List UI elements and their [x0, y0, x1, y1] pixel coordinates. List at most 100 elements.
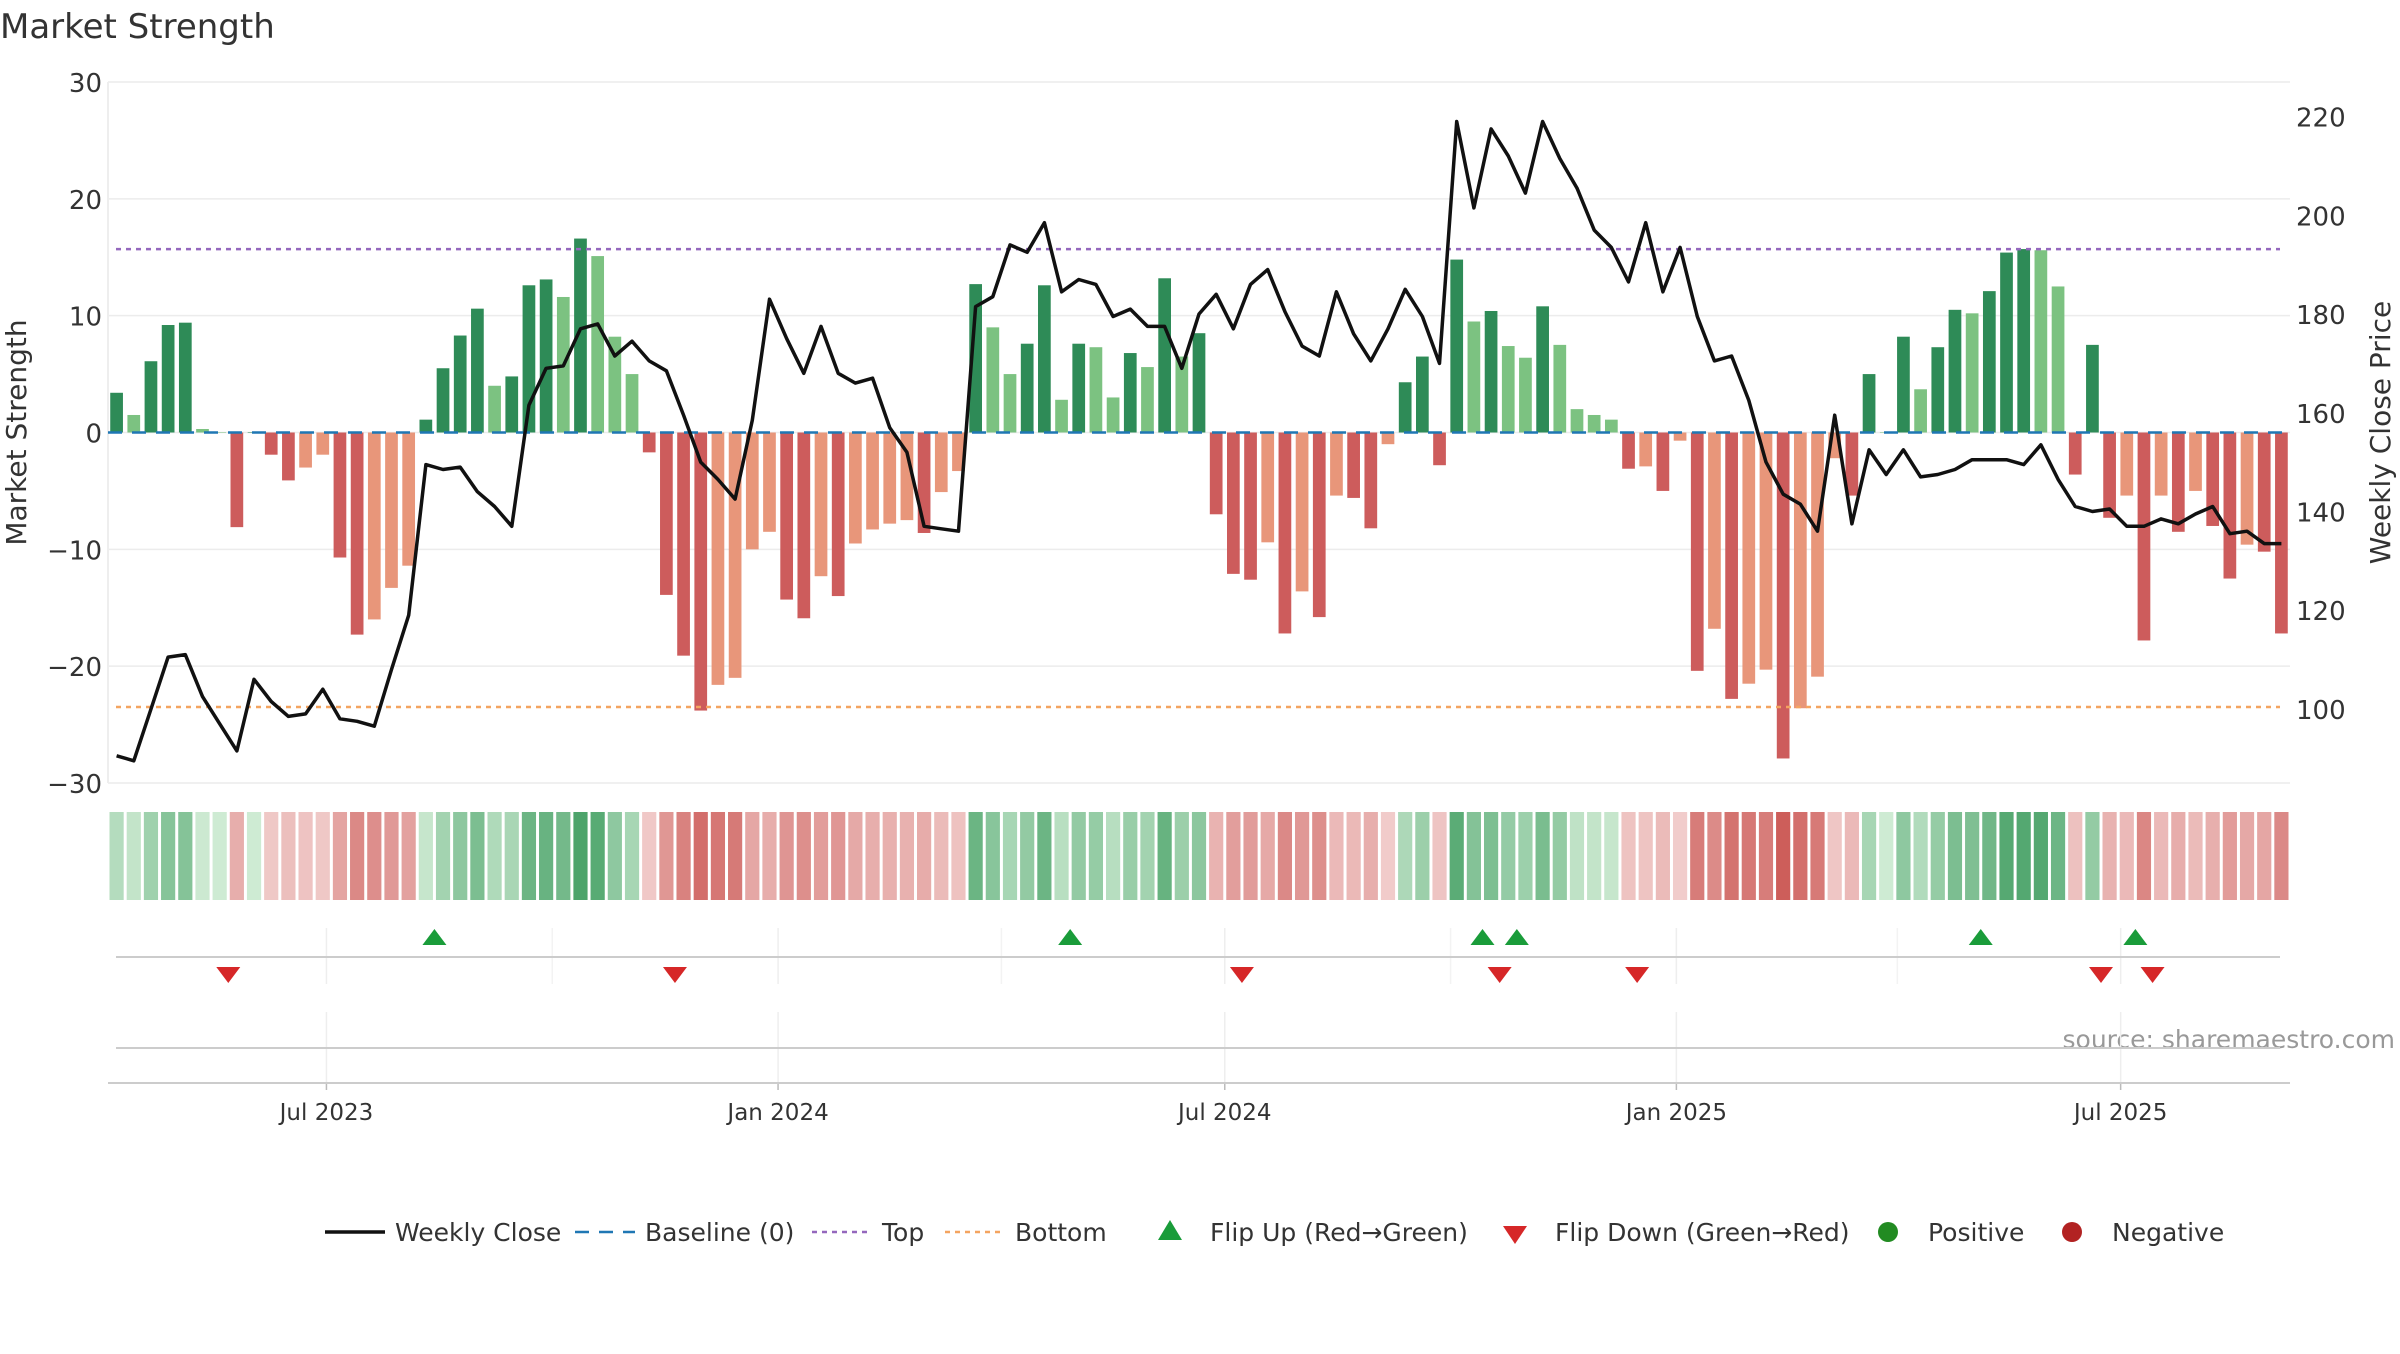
- flip-up-marker: [1470, 929, 1495, 945]
- heat-cell: [1483, 812, 1499, 900]
- heat-cell: [298, 812, 313, 900]
- heat-cell: [1793, 812, 1808, 900]
- heat-cell: [1380, 812, 1396, 900]
- y-tick-label-right: 120: [2296, 597, 2346, 627]
- heat-cell: [1707, 812, 1722, 900]
- heat-cell: [1415, 812, 1430, 900]
- heat-cell: [521, 812, 537, 900]
- strength-bar: [1982, 291, 1996, 433]
- heat-cell: [1535, 812, 1550, 900]
- heat-cell: [1758, 812, 1774, 900]
- strength-bar: [1622, 432, 1635, 469]
- strength-bar: [2051, 286, 2065, 433]
- legend: Weekly Close Baseline (0) Top Bottom Flip Up…: [325, 1218, 2224, 1247]
- heat-cell: [1879, 812, 1894, 900]
- strength-bar: [1398, 382, 1412, 433]
- strength-bar: [1484, 310, 1498, 433]
- strength-bar: [917, 432, 931, 533]
- strength-bar: [1055, 399, 1068, 433]
- strength-bar: [1364, 432, 1378, 529]
- y-tick-label-left: 10: [69, 303, 102, 333]
- heat-cell: [1466, 812, 1481, 900]
- heat-cell: [2154, 812, 2169, 900]
- y-tick-label-right: 100: [2296, 696, 2346, 726]
- strength-bar: [2275, 432, 2288, 634]
- legend-swatch-flip-down: [1503, 1226, 1527, 1244]
- y-tick-label-right: 140: [2296, 498, 2346, 528]
- heat-cell: [1226, 812, 1241, 900]
- heat-cell: [1501, 812, 1516, 900]
- strength-bar: [1415, 356, 1429, 433]
- heat-cell: [264, 812, 279, 900]
- heat-cell: [573, 812, 588, 900]
- strength-bar: [385, 432, 398, 588]
- strength-bar: [2034, 250, 2048, 433]
- heat-cell: [2205, 812, 2220, 900]
- strength-bar: [471, 308, 484, 433]
- heat-cell: [1054, 812, 1069, 900]
- heat-cell: [1999, 812, 2014, 900]
- heat-cell: [1741, 812, 1756, 900]
- heat-cell: [1947, 812, 1963, 900]
- strength-bar: [934, 432, 948, 493]
- strength-bar: [316, 432, 330, 455]
- strength-bar: [1673, 432, 1687, 441]
- strength-bar: [1570, 409, 1584, 433]
- strength-bar: [814, 432, 828, 577]
- heat-cell: [848, 812, 863, 900]
- heat-cell: [1672, 812, 1688, 900]
- heat-cell: [1088, 812, 1104, 900]
- heat-cell: [1191, 812, 1207, 900]
- heat-cell: [1157, 812, 1172, 900]
- strength-bar: [866, 432, 879, 530]
- strength-bar: [1948, 309, 1962, 433]
- strength-bar: [333, 432, 347, 558]
- heat-cell: [109, 812, 124, 900]
- strength-bar: [2240, 432, 2254, 545]
- heat-cell: [401, 812, 416, 900]
- flip-up-marker: [422, 929, 447, 945]
- strength-bar: [1656, 432, 1670, 491]
- flip-up-marker: [1058, 929, 1083, 945]
- strength-bar: [1347, 432, 1360, 498]
- strength-bar: [1192, 333, 1206, 433]
- strength-bar: [1862, 374, 1876, 433]
- heat-cell: [968, 812, 983, 900]
- legend-swatch-negative: [2062, 1222, 2082, 1242]
- heat-cell: [2033, 812, 2048, 900]
- heat-cell: [2171, 812, 2186, 900]
- flip-down-marker: [1229, 967, 1254, 983]
- heat-cell: [2102, 812, 2117, 900]
- strength-bar: [1123, 353, 1137, 433]
- strength-bar: [110, 392, 123, 433]
- strength-bar: [1158, 278, 1171, 433]
- heat-cell: [1844, 812, 1859, 900]
- flip-down-marker: [662, 967, 687, 983]
- heat-cell: [951, 812, 966, 900]
- flip-up-marker: [1968, 929, 1993, 945]
- flip-down-marker: [1625, 967, 1650, 983]
- strength-bar: [1175, 356, 1189, 433]
- flip-down-marker: [216, 967, 241, 983]
- strength-bar: [178, 322, 192, 433]
- strength-bars: [110, 238, 2288, 759]
- heat-cell: [1930, 812, 1945, 900]
- strength-bar: [591, 256, 605, 433]
- legend-swatch-flip-up: [1158, 1220, 1182, 1240]
- strength-bar: [952, 432, 965, 472]
- heat-cell: [2257, 812, 2272, 900]
- heat-cell: [1810, 812, 1825, 900]
- heat-cell: [281, 812, 296, 900]
- strength-bar: [2000, 252, 2013, 433]
- legend-swatch-positive: [1878, 1222, 1898, 1242]
- source-note: source: sharemaestro.com: [2063, 1025, 2396, 1054]
- strength-bar: [1261, 432, 1275, 543]
- strength-bar: [642, 432, 656, 453]
- heat-cell: [882, 812, 897, 900]
- strength-bar: [505, 376, 519, 433]
- y-axis-label-right: Weekly Close Price: [2364, 301, 2397, 564]
- strength-bar: [1227, 432, 1240, 574]
- heat-cell: [1621, 812, 1636, 900]
